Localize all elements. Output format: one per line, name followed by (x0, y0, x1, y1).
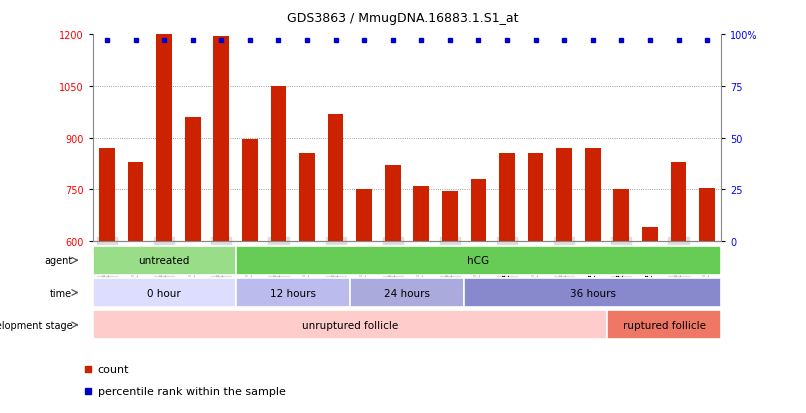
Bar (328, 114, 343, 242)
Bar (528, 154, 543, 242)
Bar (127, 162, 143, 242)
Bar (385, 166, 401, 242)
Text: 24 hours: 24 hours (384, 288, 430, 298)
Bar (235, 278, 350, 307)
Bar (613, 190, 629, 242)
Bar (93, 311, 607, 339)
Bar (471, 180, 486, 242)
Bar (271, 87, 286, 242)
Text: hCG: hCG (467, 256, 489, 266)
Text: percentile rank within the sample: percentile rank within the sample (98, 386, 285, 396)
Bar (156, 35, 172, 242)
Text: time: time (50, 288, 73, 298)
Bar (642, 228, 658, 242)
Text: development stage: development stage (0, 320, 73, 330)
Bar (442, 192, 458, 242)
Text: ruptured follicle: ruptured follicle (623, 320, 706, 330)
Bar (299, 154, 315, 242)
Bar (413, 187, 429, 242)
Bar (93, 246, 235, 275)
Bar (671, 162, 687, 242)
Bar (585, 149, 600, 242)
Text: count: count (98, 364, 129, 374)
Bar (235, 246, 721, 275)
Text: 0 hour: 0 hour (147, 288, 181, 298)
Bar (356, 190, 372, 242)
Text: GDS3863 / MmugDNA.16883.1.S1_at: GDS3863 / MmugDNA.16883.1.S1_at (287, 12, 519, 25)
Bar (556, 149, 572, 242)
Text: untreated: untreated (139, 256, 190, 266)
Text: unruptured follicle: unruptured follicle (301, 320, 398, 330)
Bar (214, 37, 229, 242)
Bar (93, 278, 235, 307)
Bar (185, 118, 201, 242)
Bar (99, 149, 114, 242)
Bar (499, 154, 515, 242)
Bar (242, 140, 258, 242)
Text: 12 hours: 12 hours (270, 288, 316, 298)
Bar (350, 278, 464, 307)
Text: 36 hours: 36 hours (570, 288, 616, 298)
Bar (464, 278, 721, 307)
Bar (700, 188, 715, 242)
Text: agent: agent (44, 256, 73, 266)
Bar (607, 311, 721, 339)
